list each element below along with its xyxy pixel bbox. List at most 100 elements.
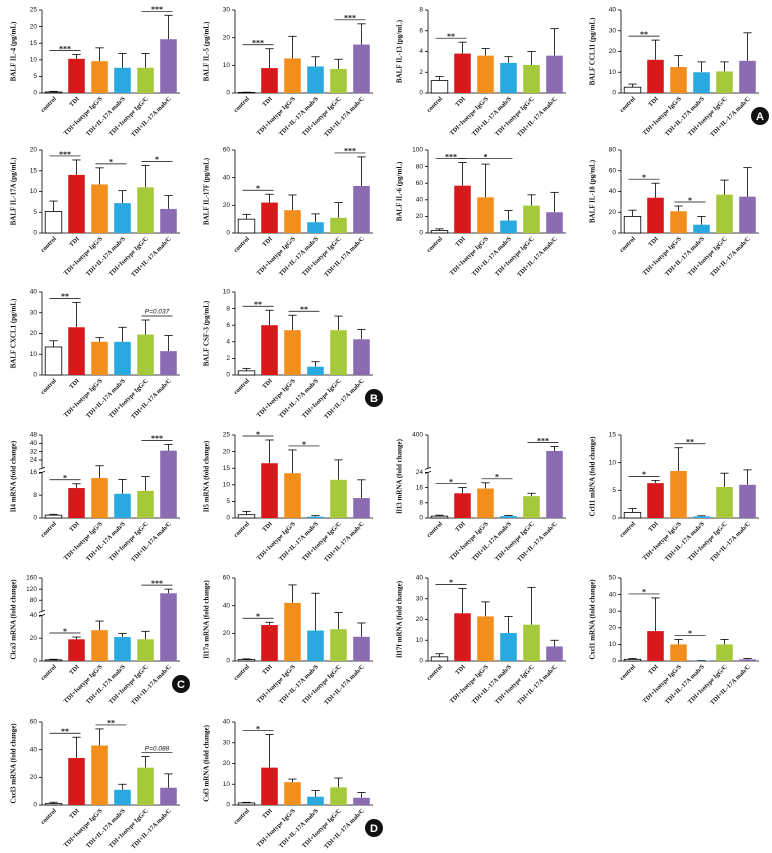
- y-tick-label: 0: [33, 658, 37, 665]
- bar: [670, 67, 687, 93]
- x-tick-label: control: [39, 235, 58, 254]
- bar: [330, 330, 347, 375]
- x-tick-label: TDI+IL-17A mab/C: [709, 235, 752, 278]
- panel-badge: [172, 675, 190, 693]
- bar: [546, 55, 563, 93]
- y-tick-label: 20: [609, 209, 617, 216]
- x-tick-label: TDI+IL-17A mab/C: [130, 520, 173, 563]
- y-tick-label: 5: [33, 73, 37, 80]
- y-axis-label: BALF IL-5 (pg/mL): [203, 21, 211, 81]
- x-tick-label: control: [232, 95, 251, 114]
- x-tick-label: control: [618, 95, 637, 114]
- x-tick-label: TDI+IL-17A mab/C: [516, 95, 559, 138]
- y-tick-label: 10: [223, 781, 231, 788]
- bar: [68, 58, 85, 93]
- y-tick-label: 0: [226, 802, 230, 809]
- y-tick-label: 20: [30, 635, 38, 642]
- x-tick-label: control: [232, 807, 251, 826]
- panel-badge: [751, 107, 769, 125]
- bar: [237, 218, 256, 234]
- y-tick-label: 160: [26, 575, 37, 582]
- y-tick-label: 25: [223, 432, 231, 439]
- x-tick-label: TDI: [68, 807, 81, 820]
- y-tick-label: 30: [609, 608, 617, 615]
- y-tick-label: 0: [612, 515, 616, 522]
- y-tick-label: 20: [609, 625, 617, 632]
- bar: [546, 646, 563, 661]
- bar: [91, 630, 108, 661]
- bar: [670, 470, 687, 518]
- x-tick-label: TDI+IL-17A mab/S: [278, 377, 321, 420]
- x-tick-label: TDI+Isotype IgG/C: [687, 520, 730, 563]
- y-axis-label: Clca3 mRNA (fold change): [10, 579, 18, 660]
- significance-label: ***: [252, 39, 264, 48]
- significance-label: **: [300, 305, 308, 314]
- bar: [353, 339, 370, 375]
- bar: [330, 787, 347, 805]
- bar: [330, 629, 347, 661]
- bar: [44, 514, 63, 519]
- x-tick-label: TDI+IL-17A mab/C: [130, 807, 173, 850]
- y-tick-label: 40: [30, 289, 38, 296]
- x-tick-label: TDI+IL-17A mab/S: [278, 663, 321, 706]
- x-tick-label: TDI: [454, 95, 467, 108]
- y-tick-label: 6: [419, 27, 423, 34]
- bar: [91, 341, 108, 375]
- bar: [430, 656, 449, 662]
- y-tick-label: 10: [609, 459, 617, 466]
- y-tick-label: 0: [419, 230, 423, 237]
- x-tick-label: TDI+Isotype IgG/C: [494, 520, 537, 563]
- y-tick-label: 80: [30, 597, 38, 604]
- bar: [739, 196, 756, 233]
- bar: [114, 341, 131, 375]
- bar: [647, 631, 664, 661]
- bar: [739, 484, 756, 518]
- panel-badge: [365, 389, 383, 407]
- bar: [623, 215, 642, 234]
- bar: [739, 659, 756, 661]
- bar: [623, 86, 642, 94]
- bar: [330, 217, 347, 233]
- bar: [160, 39, 177, 93]
- significance-label: P=0.037: [145, 309, 170, 316]
- bar: [137, 334, 154, 375]
- y-tick-label: 30: [416, 595, 424, 602]
- y-axis-label: Il4 mRNA (fold change): [10, 440, 18, 512]
- y-tick-label: 40: [609, 188, 617, 195]
- y-tick-label: 24: [416, 469, 424, 476]
- x-tick-label: control: [232, 663, 251, 682]
- bar: [68, 639, 85, 661]
- y-tick-label: 20: [30, 147, 38, 154]
- x-tick-label: TDI+Isotype IgG/C: [108, 377, 151, 420]
- bar: [477, 616, 494, 661]
- bar: [523, 496, 540, 518]
- y-tick-label: 40: [609, 591, 617, 598]
- y-tick-label: 8: [419, 500, 423, 507]
- y-tick-label: 24: [30, 457, 38, 464]
- bar: [716, 194, 733, 233]
- bar: [284, 210, 301, 233]
- y-tick-label: 20: [223, 448, 231, 455]
- x-tick-label: control: [232, 235, 251, 254]
- x-tick-label: TDI+IL-17A mab/C: [130, 377, 173, 420]
- x-tick-label: TDI+IL-17A mab/C: [709, 663, 752, 706]
- y-axis-label: Il17a mRNA (fold change): [203, 580, 211, 659]
- bar: [160, 208, 177, 233]
- y-tick-label: 0: [33, 90, 37, 97]
- x-tick-label: TDI+IL-17A mab/S: [85, 520, 128, 563]
- y-tick-label: 40: [416, 575, 424, 582]
- significance-label: ***: [151, 434, 163, 443]
- significance-label: ***: [59, 150, 71, 159]
- bar: [284, 330, 301, 375]
- bar: [160, 351, 177, 375]
- bar: [454, 493, 471, 518]
- bar: [546, 212, 563, 233]
- x-tick-label: TDI+IL-17A mab/S: [471, 520, 514, 563]
- y-tick-label: 20: [30, 774, 38, 781]
- y-tick-label: 40: [223, 719, 231, 726]
- y-tick-label: 80: [416, 163, 424, 170]
- bar: [284, 473, 301, 518]
- y-tick-label: 15: [30, 40, 38, 47]
- y-tick-label: 10: [30, 188, 38, 195]
- bar: [114, 493, 131, 518]
